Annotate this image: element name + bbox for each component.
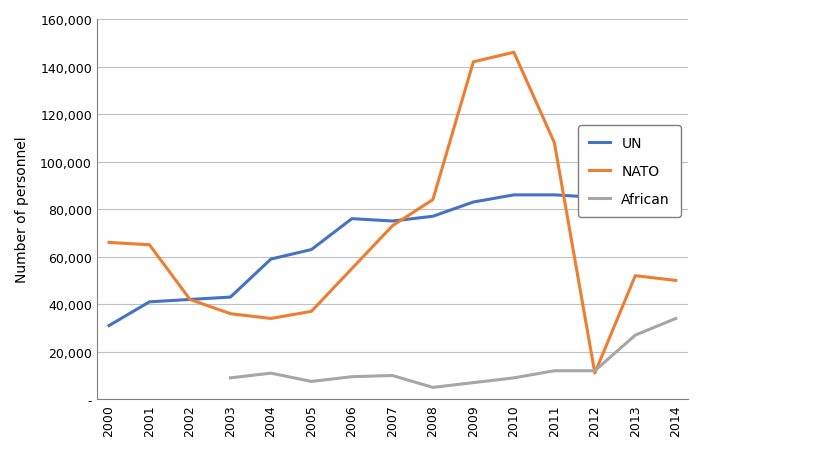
UN <box>509 193 519 198</box>
NATO <box>630 273 640 279</box>
Y-axis label: Number of personnel: Number of personnel <box>15 137 29 283</box>
UN <box>630 207 640 212</box>
NATO <box>428 198 437 203</box>
NATO <box>145 243 155 248</box>
African <box>266 371 276 376</box>
NATO <box>104 240 114 246</box>
UN <box>387 219 397 224</box>
UN <box>266 257 276 262</box>
Line: UN: UN <box>109 193 676 326</box>
African <box>671 316 681 322</box>
NATO <box>226 311 236 317</box>
UN <box>145 299 155 305</box>
UN <box>428 214 437 220</box>
NATO <box>671 278 681 284</box>
UN <box>549 193 559 198</box>
Line: African: African <box>231 319 676 387</box>
NATO <box>509 51 519 56</box>
UN <box>307 247 317 253</box>
UN <box>590 195 600 201</box>
UN <box>104 323 114 329</box>
UN <box>226 295 236 300</box>
NATO <box>468 60 478 65</box>
NATO <box>387 224 397 229</box>
African <box>428 385 437 390</box>
UN <box>671 190 681 196</box>
African <box>347 374 357 380</box>
African <box>590 368 600 373</box>
NATO <box>347 266 357 272</box>
Legend: UN, NATO, African: UN, NATO, African <box>578 126 681 218</box>
NATO <box>590 371 600 376</box>
UN <box>347 216 357 222</box>
UN <box>185 297 195 303</box>
African <box>630 333 640 338</box>
UN <box>468 200 478 205</box>
NATO <box>185 297 195 303</box>
African <box>549 368 559 373</box>
African <box>226 375 236 381</box>
African <box>468 380 478 386</box>
African <box>509 375 519 381</box>
African <box>307 379 317 384</box>
NATO <box>307 309 317 314</box>
NATO <box>549 141 559 146</box>
Line: NATO: NATO <box>109 53 676 373</box>
African <box>387 373 397 378</box>
NATO <box>266 316 276 322</box>
